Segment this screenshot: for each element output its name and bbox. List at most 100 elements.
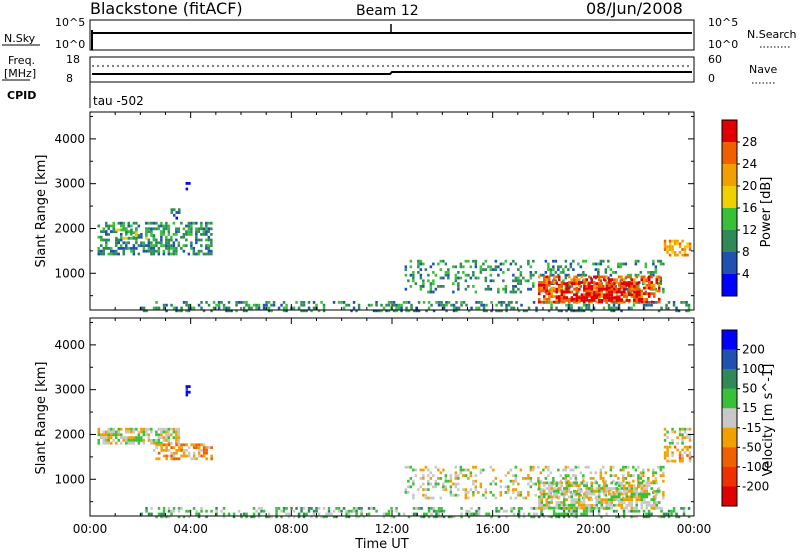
data-cell (583, 495, 586, 499)
data-cell (572, 259, 575, 263)
data-cell (543, 295, 546, 298)
data-cell (467, 468, 470, 472)
data-cell (210, 233, 213, 236)
data-cell (197, 451, 201, 455)
data-cell (540, 286, 543, 290)
data-cell (145, 430, 148, 434)
data-cell (563, 503, 566, 507)
data-cell (638, 281, 641, 284)
data-cell (640, 506, 643, 510)
data-cell (599, 279, 603, 283)
data-cell (558, 506, 561, 510)
data-cell (575, 278, 578, 282)
data-cell (155, 439, 158, 442)
data-cell (585, 296, 589, 299)
data-cell (140, 306, 143, 310)
data-cell (177, 515, 181, 519)
data-cell (562, 515, 566, 519)
data-cell (688, 248, 692, 251)
data-cell (666, 459, 669, 463)
data-cell (479, 485, 483, 489)
data-cell (210, 509, 213, 513)
data-cell (432, 485, 435, 489)
data-cell (477, 301, 481, 304)
data-cell (187, 233, 191, 236)
data-cell (598, 275, 601, 279)
data-cell (605, 498, 608, 502)
data-cell (504, 474, 508, 477)
data-cell (573, 293, 576, 297)
data-cell (162, 515, 166, 519)
velocity-panel: 00:00 04:00 08:00 12:00 16:00 20:00 00:00 1000… (34, 317, 776, 552)
data-cell (127, 236, 131, 240)
data-cell (618, 498, 621, 502)
data-cell (519, 271, 523, 274)
data-cell (162, 303, 166, 307)
data-cell (207, 249, 211, 253)
data-cell (578, 492, 581, 496)
data-cell (622, 468, 625, 472)
data-cell (165, 443, 168, 447)
data-cell (539, 479, 543, 483)
data-cell (197, 230, 201, 233)
data-cell (585, 278, 588, 282)
data-cell (619, 491, 623, 494)
data-cell (634, 468, 638, 472)
data-cell (462, 474, 465, 477)
data-cell (222, 512, 226, 516)
data-cell (187, 303, 191, 307)
data-cell (648, 283, 651, 287)
data-cell (130, 236, 133, 240)
data-cell (532, 512, 536, 516)
data-cell (307, 301, 311, 304)
data-cell (412, 479, 415, 483)
data-cell (482, 262, 485, 266)
data-cell (548, 278, 551, 282)
data-cell (639, 271, 643, 274)
data-cell (472, 482, 475, 486)
data-cell (519, 279, 523, 283)
data-cell (618, 481, 621, 485)
data-cell (125, 436, 128, 439)
data-cell (267, 306, 271, 310)
data-cell (454, 471, 458, 475)
data-cell (135, 436, 138, 439)
data-cell (440, 509, 443, 513)
data-cell (167, 509, 171, 513)
data-cell (681, 459, 684, 463)
data-cell (595, 506, 598, 510)
data-cell (205, 224, 208, 228)
data-cell (610, 296, 614, 299)
data-cell (505, 309, 508, 313)
data-cell (563, 498, 566, 502)
data-cell (605, 299, 609, 302)
data-cell (142, 439, 146, 442)
data-cell (220, 301, 223, 304)
data-cell (529, 477, 533, 480)
colorbar-swatch (722, 142, 737, 165)
data-cell (417, 507, 421, 510)
data-cell (654, 268, 658, 271)
data-cell (588, 300, 591, 304)
data-cell (242, 309, 246, 313)
data-cell (545, 501, 548, 504)
data-cell (678, 456, 682, 460)
data-cell (550, 281, 553, 284)
data-cell (625, 295, 628, 298)
data-cell (573, 492, 576, 496)
data-cell (132, 247, 136, 250)
data-cell (620, 290, 624, 294)
data-cell (165, 303, 168, 307)
data-cell (588, 487, 591, 490)
data-cell (633, 484, 636, 488)
data-cell (300, 301, 303, 304)
data-cell (195, 457, 198, 461)
data-cell (564, 265, 568, 269)
data-cell (665, 306, 668, 310)
data-cell (628, 495, 631, 499)
data-cell (607, 507, 611, 510)
data-cell (567, 509, 571, 513)
data-cell (635, 492, 638, 496)
data-cell (170, 446, 173, 449)
data-cell (480, 301, 483, 304)
